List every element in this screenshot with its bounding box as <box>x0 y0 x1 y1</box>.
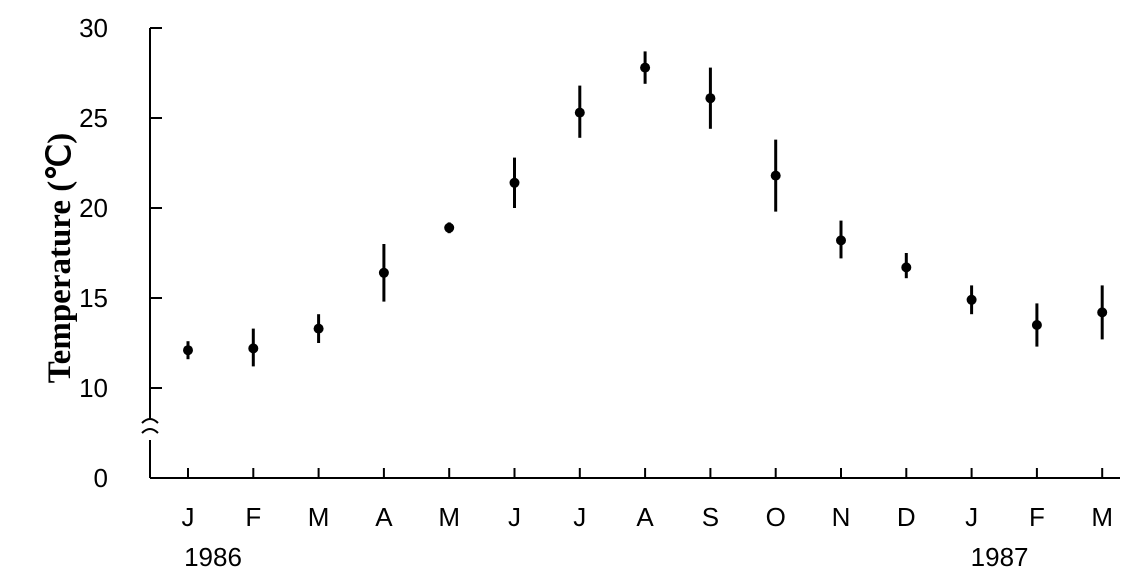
x-tick-label: F <box>245 502 261 532</box>
data-point <box>183 345 193 356</box>
x-tick-label: M <box>1091 502 1113 532</box>
data-marks <box>183 51 1108 367</box>
axes <box>141 28 1120 479</box>
y-axis-ticks: 30 25 20 15 10 0 <box>79 13 162 493</box>
data-point <box>901 262 912 273</box>
data-point <box>378 267 389 278</box>
y-tick-label: 15 <box>79 283 108 313</box>
x-tick-label: J <box>965 502 978 532</box>
axis-break-mark <box>141 418 159 424</box>
x-tick-label: J <box>508 502 521 532</box>
data-point <box>640 62 651 73</box>
x-tick-label: J <box>182 502 195 532</box>
data-point <box>444 222 455 233</box>
x-tick-label: O <box>766 502 786 532</box>
data-point <box>966 294 977 305</box>
x-tick-label: D <box>897 502 916 532</box>
x-tick-label: J <box>573 502 586 532</box>
data-point <box>509 177 520 188</box>
x-tick-label: M <box>438 502 460 532</box>
y-tick-label: 30 <box>79 13 108 43</box>
data-point <box>574 107 585 118</box>
y-tick-label: 0 <box>94 463 108 493</box>
y-tick-label: 10 <box>79 373 108 403</box>
data-point <box>705 93 716 104</box>
x-tick-label: F <box>1029 502 1045 532</box>
y-tick-label: 20 <box>79 193 108 223</box>
x-tick-label: M <box>308 502 330 532</box>
x-axis-ticks: J F M A M J J A S O N D J F M 1986 1987 <box>182 468 1113 572</box>
data-point <box>1031 320 1042 330</box>
data-point <box>313 323 324 334</box>
axis-break-mark <box>141 428 159 434</box>
year-label: 1987 <box>971 542 1029 572</box>
y-tick-label: 25 <box>79 103 108 133</box>
x-tick-label: S <box>702 502 719 532</box>
data-point <box>248 343 259 354</box>
y-axis-label: Temperature (℃) <box>42 133 78 384</box>
data-point <box>836 235 846 246</box>
year-label: 1986 <box>184 542 242 572</box>
data-point <box>1097 307 1108 318</box>
x-tick-label: N <box>832 502 851 532</box>
x-tick-label: A <box>636 502 654 532</box>
x-tick-label: A <box>375 502 393 532</box>
data-point <box>770 170 781 181</box>
